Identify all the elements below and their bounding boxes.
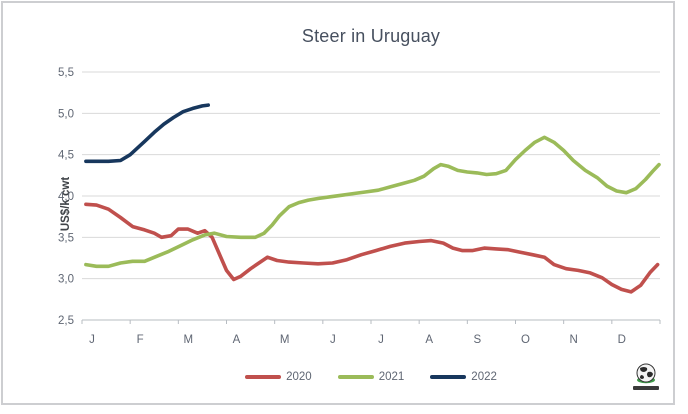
series-2021-line xyxy=(84,135,661,269)
x-tick-label: A xyxy=(233,334,241,346)
chart-title: Steer in Uruguay xyxy=(301,26,441,46)
y-tick-label: 3,5 xyxy=(58,232,74,244)
x-tick-label: O xyxy=(521,334,530,346)
x-tick-label: D xyxy=(618,334,626,346)
legend-line-swatch-2021 xyxy=(337,375,374,379)
chart-frame xyxy=(1,1,675,405)
x-tick-label: M xyxy=(280,334,290,346)
x-tick-label: J xyxy=(330,334,336,346)
x-tick-label: M xyxy=(184,334,194,346)
y-tick-label: 2,5 xyxy=(58,315,74,327)
legend-label-2020: 2020 xyxy=(286,371,312,383)
legend-line-swatch-2022 xyxy=(430,375,467,379)
y-tick-label: 4,0 xyxy=(58,191,74,203)
chart-legend: 2020 2021 2022 xyxy=(82,371,660,383)
legend-item-2020: 2020 xyxy=(245,371,312,383)
publisher-logo xyxy=(630,363,662,397)
legend-line-swatch-2020 xyxy=(245,375,282,379)
x-tick-label: N xyxy=(570,334,578,346)
logo-text-strip xyxy=(633,386,659,390)
y-tick-label: 5,0 xyxy=(58,108,74,120)
y-tick-label: 4,5 xyxy=(58,150,74,162)
y-tick-label: 3,0 xyxy=(58,274,74,286)
series-2022-line xyxy=(84,103,210,164)
legend-item-2021: 2021 xyxy=(337,371,405,383)
legend-label-2022: 2022 xyxy=(471,371,497,383)
x-tick-label: J xyxy=(89,334,95,346)
globe-icon xyxy=(636,363,656,384)
y-tick-label: 5,5 xyxy=(58,67,74,79)
x-tick-label: J xyxy=(378,334,384,346)
legend-label-2021: 2021 xyxy=(378,371,405,383)
legend-item-2022: 2022 xyxy=(430,371,497,383)
series-2020-line xyxy=(84,202,660,294)
x-tick-label: F xyxy=(137,334,144,346)
x-tick-label: S xyxy=(473,334,481,346)
x-tick-label: A xyxy=(425,334,433,346)
